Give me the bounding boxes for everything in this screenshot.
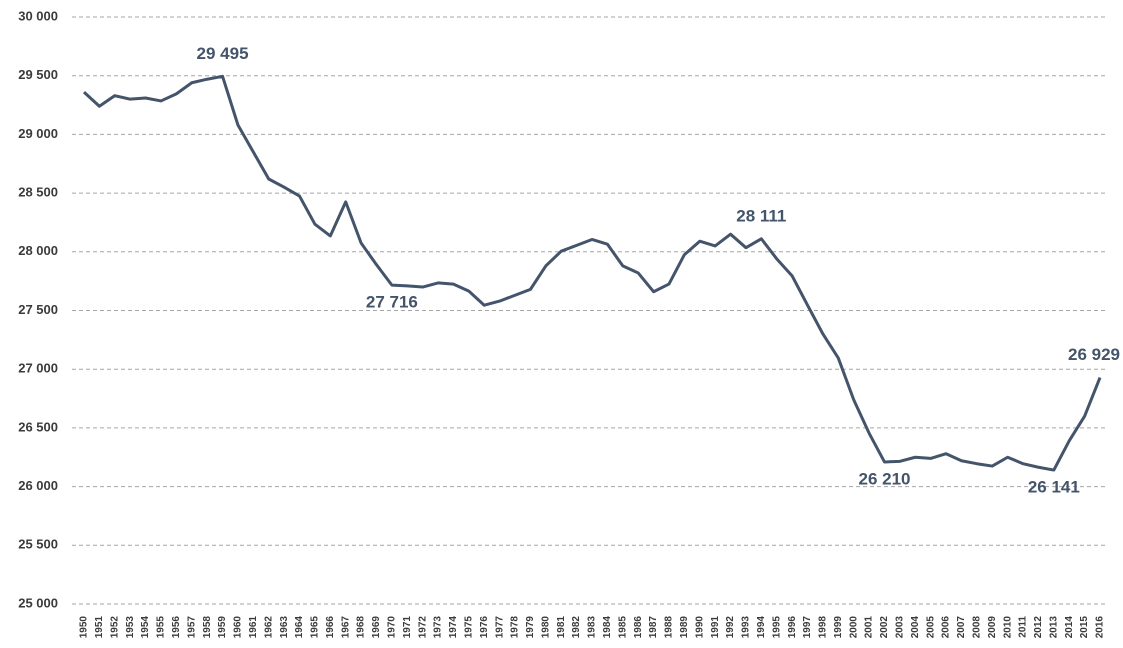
x-tick-label: 2011 xyxy=(1018,616,1029,638)
value-label: 26 210 xyxy=(858,469,910,488)
x-tick-label: 2003 xyxy=(895,616,906,639)
x-tick-label: 1977 xyxy=(494,616,505,639)
value-label: 26 929 xyxy=(1068,345,1120,364)
x-tick-label: 1960 xyxy=(233,616,244,639)
x-tick-label: 2006 xyxy=(941,616,952,639)
x-tick-label: 1986 xyxy=(633,616,644,639)
x-tick-label: 2001 xyxy=(864,616,875,639)
x-tick-label: 1966 xyxy=(325,616,336,639)
x-tick-label: 1998 xyxy=(818,616,829,639)
x-tick-label: 2007 xyxy=(956,616,967,639)
x-tick-label: 1999 xyxy=(833,616,844,639)
x-tick-label: 2013 xyxy=(1048,616,1059,639)
x-tick-label: 1955 xyxy=(156,616,167,639)
x-tick-label: 1953 xyxy=(125,616,136,639)
x-tick-label: 1958 xyxy=(202,616,213,639)
x-tick-label: 1951 xyxy=(94,616,105,639)
data-line xyxy=(82,74,1102,472)
x-tick-label: 1963 xyxy=(279,616,290,639)
y-tick-label: 26 500 xyxy=(18,419,58,434)
x-tick-label: 1976 xyxy=(479,616,490,639)
value-label: 29 495 xyxy=(197,44,249,63)
x-tick-label: 1995 xyxy=(771,616,782,639)
y-tick-label: 29 000 xyxy=(18,126,58,141)
y-tick-label: 25 000 xyxy=(18,595,58,610)
y-tick-label: 29 500 xyxy=(18,67,58,82)
x-tick-label: 1954 xyxy=(140,616,151,639)
x-tick-label: 2005 xyxy=(925,616,936,639)
x-tick-label: 2010 xyxy=(1002,616,1013,639)
x-tick-label: 2004 xyxy=(910,616,921,639)
x-tick-label: 1973 xyxy=(433,616,444,639)
x-tick-label: 2002 xyxy=(879,616,890,639)
x-tick-label: 1987 xyxy=(648,616,659,639)
x-tick-label: 1961 xyxy=(248,616,259,639)
y-tick-label: 27 500 xyxy=(18,302,58,317)
x-tick-label: 1967 xyxy=(340,616,351,639)
x-tick-label: 2016 xyxy=(1095,616,1106,639)
x-tick-label: 1965 xyxy=(310,616,321,639)
value-label: 28 111 xyxy=(736,206,786,225)
x-tick-label: 1991 xyxy=(710,616,721,639)
x-tick-label: 1974 xyxy=(448,616,459,639)
x-tick-label: 2012 xyxy=(1033,616,1044,639)
x-tick-label: 1975 xyxy=(463,616,474,639)
y-tick-label: 28 000 xyxy=(18,243,58,258)
x-tick-label: 1950 xyxy=(79,616,90,639)
x-tick-label: 1983 xyxy=(587,616,598,639)
x-tick-label: 1984 xyxy=(602,616,613,639)
x-tick-label: 1992 xyxy=(725,616,736,639)
x-tick-label: 2015 xyxy=(1079,616,1090,639)
x-tick-label: 1952 xyxy=(109,616,120,639)
x-tick-label: 1956 xyxy=(171,616,182,639)
x-tick-label: 1969 xyxy=(371,616,382,639)
x-tick-label: 1971 xyxy=(402,616,413,639)
x-tick-label: 1988 xyxy=(664,616,675,639)
x-tick-label: 1968 xyxy=(356,616,367,639)
x-tick-label: 2014 xyxy=(1064,616,1075,639)
x-tick-label: 2000 xyxy=(848,616,859,639)
x-tick-label: 2009 xyxy=(987,616,998,639)
x-tick-label: 1985 xyxy=(617,616,628,639)
x-tick-label: 1997 xyxy=(802,616,813,639)
x-tick-label: 1979 xyxy=(525,616,536,639)
x-tick-label: 2008 xyxy=(971,616,982,639)
x-tick-label: 1982 xyxy=(571,616,582,639)
x-tick-label: 1996 xyxy=(787,616,798,639)
x-tick-label: 1972 xyxy=(417,616,428,639)
x-tick-label: 1964 xyxy=(294,616,305,639)
y-tick-label: 26 000 xyxy=(18,478,58,493)
x-tick-label: 1990 xyxy=(694,616,705,639)
x-tick-label: 1957 xyxy=(186,616,197,639)
x-tick-label: 1981 xyxy=(556,616,567,639)
y-tick-label: 30 000 xyxy=(18,8,58,23)
x-tick-label: 1980 xyxy=(540,616,551,639)
x-tick-label: 1989 xyxy=(679,616,690,639)
y-tick-label: 25 500 xyxy=(18,537,58,552)
x-tick-label: 1978 xyxy=(510,616,521,639)
x-tick-label: 1962 xyxy=(263,616,274,639)
y-tick-label: 28 500 xyxy=(18,185,58,200)
x-tick-label: 1959 xyxy=(217,616,228,639)
x-tick-label: 1970 xyxy=(387,616,398,639)
x-tick-label: 1993 xyxy=(741,616,752,639)
value-label: 27 716 xyxy=(366,293,418,312)
x-tick-label: 1994 xyxy=(756,616,767,639)
value-label: 26 141 xyxy=(1028,478,1080,497)
y-tick-label: 27 000 xyxy=(18,361,58,376)
